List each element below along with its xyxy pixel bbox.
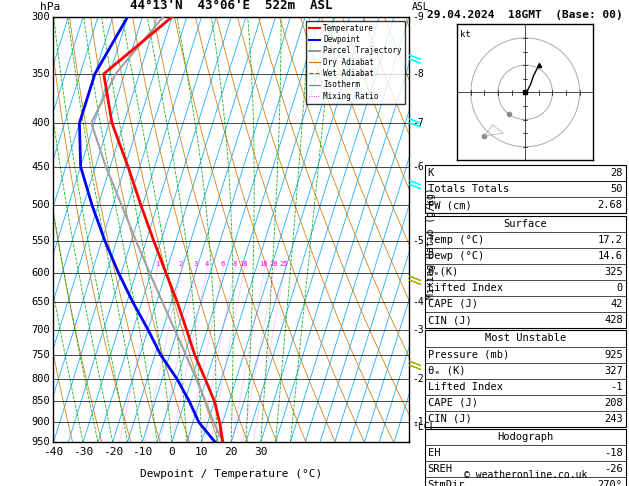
Text: -20: -20 <box>103 447 123 457</box>
Text: 750: 750 <box>31 350 50 360</box>
Text: -6: -6 <box>412 162 424 172</box>
Text: -18: -18 <box>604 448 623 458</box>
Text: 700: 700 <box>31 325 50 334</box>
Text: 2.68: 2.68 <box>598 200 623 210</box>
Text: 20: 20 <box>269 261 278 267</box>
Text: 20: 20 <box>225 447 238 457</box>
Text: 28: 28 <box>610 168 623 178</box>
Text: StmDir: StmDir <box>428 480 465 486</box>
Text: 400: 400 <box>31 118 50 128</box>
Text: 270°: 270° <box>598 480 623 486</box>
Text: 29.04.2024  18GMT  (Base: 00): 29.04.2024 18GMT (Base: 00) <box>427 10 623 20</box>
Text: 0: 0 <box>616 283 623 293</box>
Text: Lifted Index: Lifted Index <box>428 382 503 392</box>
Text: -9: -9 <box>412 12 424 22</box>
Text: CIN (J): CIN (J) <box>428 315 472 325</box>
Text: CIN (J): CIN (J) <box>428 414 472 424</box>
Text: θₑ (K): θₑ (K) <box>428 365 465 376</box>
Text: Surface: Surface <box>503 219 547 229</box>
Text: 16: 16 <box>260 261 268 267</box>
Text: 8: 8 <box>232 261 237 267</box>
Text: Most Unstable: Most Unstable <box>484 333 566 344</box>
Text: -3: -3 <box>412 325 424 334</box>
Text: Temp (°C): Temp (°C) <box>428 235 484 245</box>
Text: 350: 350 <box>31 69 50 79</box>
Text: Hodograph: Hodograph <box>497 432 554 442</box>
Text: PW (cm): PW (cm) <box>428 200 472 210</box>
Text: Totals Totals: Totals Totals <box>428 184 509 194</box>
Text: 2: 2 <box>179 261 183 267</box>
Text: 300: 300 <box>31 12 50 22</box>
Text: 325: 325 <box>604 267 623 277</box>
Text: kt: kt <box>460 30 470 39</box>
Text: K: K <box>428 168 434 178</box>
Text: 4: 4 <box>204 261 209 267</box>
Text: 208: 208 <box>604 398 623 408</box>
Text: Lifted Index: Lifted Index <box>428 283 503 293</box>
Text: 50: 50 <box>610 184 623 194</box>
Text: -30: -30 <box>73 447 93 457</box>
Text: 925: 925 <box>604 349 623 360</box>
Text: CAPE (J): CAPE (J) <box>428 299 477 309</box>
Text: -26: -26 <box>604 464 623 474</box>
Text: -40: -40 <box>43 447 64 457</box>
Text: km
ASL: km ASL <box>412 0 430 12</box>
Text: -7: -7 <box>412 118 424 128</box>
Text: EH: EH <box>428 448 440 458</box>
Text: -1: -1 <box>412 417 424 427</box>
Text: -8: -8 <box>412 69 424 79</box>
Text: 950: 950 <box>31 437 50 447</box>
Text: CAPE (J): CAPE (J) <box>428 398 477 408</box>
Text: 900: 900 <box>31 417 50 427</box>
Text: 327: 327 <box>604 365 623 376</box>
Text: 850: 850 <box>31 396 50 406</box>
Text: Dewp (°C): Dewp (°C) <box>428 251 484 261</box>
Text: 3: 3 <box>194 261 198 267</box>
Text: -1: -1 <box>610 382 623 392</box>
Text: 44°13'N  43°06'E  522m  ASL: 44°13'N 43°06'E 522m ASL <box>130 0 332 12</box>
Text: 10: 10 <box>195 447 208 457</box>
Text: -10: -10 <box>132 447 152 457</box>
Text: 17.2: 17.2 <box>598 235 623 245</box>
Text: hPa: hPa <box>40 2 60 12</box>
Text: 25: 25 <box>280 261 288 267</box>
Legend: Temperature, Dewpoint, Parcel Trajectory, Dry Adiabat, Wet Adiabat, Isotherm, Mi: Temperature, Dewpoint, Parcel Trajectory… <box>306 21 405 104</box>
Text: Pressure (mb): Pressure (mb) <box>428 349 509 360</box>
Text: 1: 1 <box>155 261 159 267</box>
Text: 30: 30 <box>254 447 267 457</box>
Text: SREH: SREH <box>428 464 453 474</box>
Text: 600: 600 <box>31 268 50 278</box>
Text: 550: 550 <box>31 236 50 245</box>
Text: 243: 243 <box>604 414 623 424</box>
Text: 650: 650 <box>31 297 50 307</box>
Text: 500: 500 <box>31 200 50 210</box>
Text: 10: 10 <box>239 261 248 267</box>
Text: Dewpoint / Temperature (°C): Dewpoint / Temperature (°C) <box>140 469 322 479</box>
Text: © weatheronline.co.uk: © weatheronline.co.uk <box>464 470 587 480</box>
Text: -5: -5 <box>412 236 424 245</box>
Text: 0: 0 <box>169 447 175 457</box>
Text: θₑ(K): θₑ(K) <box>428 267 459 277</box>
Text: 800: 800 <box>31 374 50 384</box>
Text: 6: 6 <box>220 261 225 267</box>
Text: 42: 42 <box>610 299 623 309</box>
Text: -4: -4 <box>412 297 424 307</box>
Text: 14.6: 14.6 <box>598 251 623 261</box>
Text: 450: 450 <box>31 162 50 172</box>
Text: 428: 428 <box>604 315 623 325</box>
Text: -2: -2 <box>412 374 424 384</box>
Text: Mixing Ratio (g/kg): Mixing Ratio (g/kg) <box>426 187 436 299</box>
Text: ¹LCL: ¹LCL <box>412 422 435 432</box>
